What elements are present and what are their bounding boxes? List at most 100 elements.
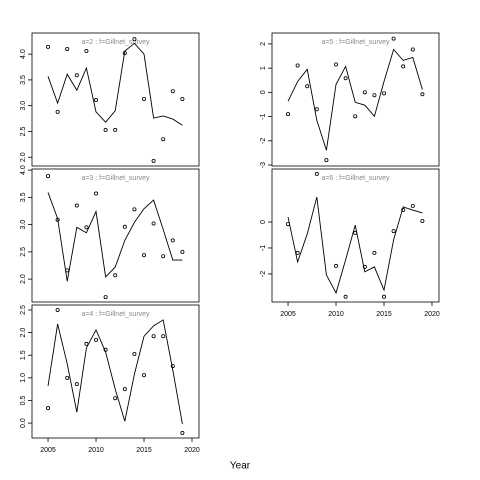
point [46,44,51,49]
point [151,334,156,339]
point [382,294,387,299]
y-tick-label: 3.0 [20,101,27,111]
y-tick-label: -2 [260,138,267,144]
point [180,431,185,436]
y-tick-label: 2.5 [20,126,27,136]
point [295,250,300,255]
point [161,137,166,142]
point [343,294,348,299]
fitted-line [47,192,183,282]
y-tick-label: 4.0 [20,165,27,175]
x-tick-label: 2015 [136,447,152,454]
panel-title: a=3 : f=Gillnet_survey [81,175,150,182]
point [74,382,79,387]
point [94,337,99,342]
point [142,96,147,101]
y-tick-label: -2 [260,271,267,277]
point [170,238,175,243]
point [410,203,415,208]
panel-frame [271,32,440,167]
y-tick-label: 2.0 [20,152,27,162]
y-tick-label: 2.5 [20,247,27,257]
point [94,191,99,196]
point [362,90,367,95]
point [103,295,108,300]
point [391,36,396,41]
panel-frame [31,168,200,303]
point [84,225,89,230]
y-tick-label: 2.0 [20,274,27,284]
point [151,221,156,226]
x-axis-label: Year [230,461,251,472]
x-tick-label: 2005 [40,447,56,454]
panel-frame [271,168,440,303]
y-tick-label: 1 [260,66,267,70]
point [132,351,137,356]
point [113,127,118,132]
y-tick-label: -1 [260,245,267,251]
x-tick-label: 2010 [88,447,104,454]
panel-frame [31,304,200,439]
point [84,49,89,54]
point [113,396,118,401]
y-tick-label: -1 [260,113,267,119]
point [113,273,118,278]
point [324,158,329,163]
point [84,341,89,346]
y-tick-label: 2 [260,42,267,46]
fitted-line [47,319,183,425]
point [94,98,99,103]
point [420,218,425,223]
point [46,406,51,411]
point [314,107,319,112]
point [180,249,185,254]
point [65,375,70,380]
point [74,203,79,208]
point [334,263,339,268]
point [55,307,60,312]
point [132,207,137,212]
fitted-line [47,42,183,126]
point [142,373,147,378]
point [122,224,127,229]
y-tick-label: 4.0 [20,49,27,59]
x-tick-label: 2005 [280,311,296,318]
point [410,47,415,52]
panel-title: a=6 : f=Gillnet_survey [321,175,390,182]
point [74,73,79,78]
y-tick-label: 0 [260,90,267,94]
point [180,96,185,101]
y-tick-label: 0.0 [20,418,27,428]
panel-title: a=5 : f=Gillnet_survey [321,39,390,46]
y-tick-label: 0 [260,220,267,224]
point [353,114,358,119]
y-tick-label: 2.5 [20,305,27,315]
point [122,387,127,392]
point [420,92,425,97]
point [295,63,300,68]
point [65,46,70,51]
point [343,76,348,81]
point [362,264,367,269]
y-tick-label: -3 [260,162,267,168]
point [103,127,108,132]
y-tick-label: 1.0 [20,373,27,383]
point [161,334,166,339]
x-tick-label: 2010 [328,311,344,318]
point [132,37,137,42]
point [334,62,339,67]
point [401,64,406,69]
point [286,112,291,117]
y-tick-label: 3.5 [20,192,27,202]
fitted-line [287,48,423,151]
point [382,91,387,96]
point [372,93,377,98]
fitted-line [287,196,423,295]
point [151,158,156,163]
y-tick-label: 2.0 [20,328,27,338]
point [142,253,147,258]
y-tick-label: 0.5 [20,395,27,405]
point [305,84,310,89]
